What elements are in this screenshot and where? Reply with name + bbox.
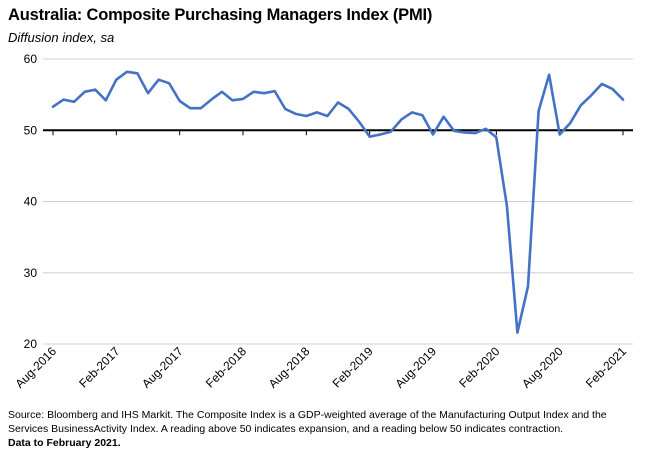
- x-tick-label-Feb-2020: Feb-2020: [456, 344, 502, 390]
- x-tick-label-Aug-2018: Aug-2018: [266, 344, 313, 391]
- x-tick-label-Feb-2018: Feb-2018: [203, 344, 249, 390]
- x-tick-label-Aug-2016: Aug-2016: [12, 344, 59, 391]
- y-tick-label-30: 30: [24, 266, 38, 280]
- source-note: Source: Bloomberg and IHS Markit. The Co…: [8, 409, 607, 435]
- x-tick-label-Feb-2021: Feb-2021: [583, 344, 629, 390]
- x-tick-label-Feb-2017: Feb-2017: [76, 344, 122, 390]
- chart-footer: Source: Bloomberg and IHS Markit. The Co…: [8, 408, 648, 450]
- data-date-note: Data to February 2021.: [8, 437, 121, 449]
- chart-subtitle: Diffusion index, sa: [8, 30, 115, 45]
- series-line: [51, 70, 625, 334]
- x-tick-label-Aug-2017: Aug-2017: [139, 344, 186, 391]
- y-tick-label-50: 50: [24, 123, 38, 137]
- y-tick-label-60: 60: [24, 52, 38, 66]
- y-tick-label-20: 20: [24, 337, 38, 351]
- x-tick-label-Feb-2019: Feb-2019: [330, 344, 376, 390]
- x-tick-label-Aug-2020: Aug-2020: [519, 344, 566, 391]
- y-tick-label-40: 40: [24, 195, 38, 209]
- x-tick-label-Aug-2019: Aug-2019: [392, 344, 439, 391]
- chart-title: Australia: Composite Purchasing Managers…: [8, 6, 433, 24]
